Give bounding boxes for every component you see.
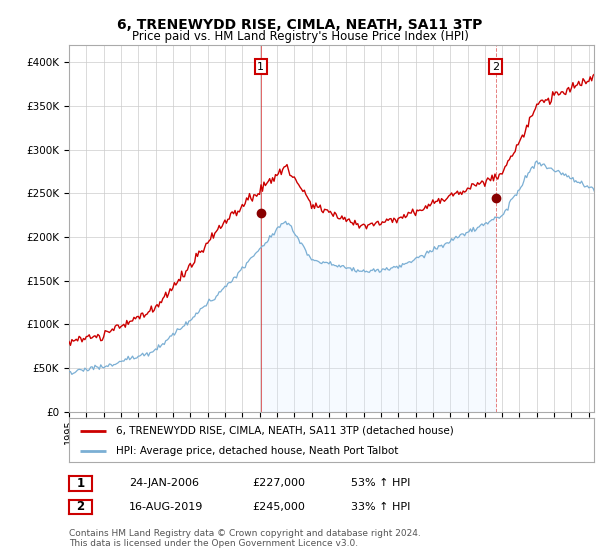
Text: 6, TRENEWYDD RISE, CIMLA, NEATH, SA11 3TP (detached house): 6, TRENEWYDD RISE, CIMLA, NEATH, SA11 3T… [116, 426, 454, 436]
Text: 2: 2 [492, 62, 499, 72]
Text: 33% ↑ HPI: 33% ↑ HPI [351, 502, 410, 512]
Text: 2: 2 [76, 500, 85, 514]
Text: 24-JAN-2006: 24-JAN-2006 [129, 478, 199, 488]
Text: HPI: Average price, detached house, Neath Port Talbot: HPI: Average price, detached house, Neat… [116, 446, 398, 456]
Text: 16-AUG-2019: 16-AUG-2019 [129, 502, 203, 512]
Text: 1: 1 [76, 477, 85, 490]
Text: 1: 1 [257, 62, 265, 72]
Text: Contains HM Land Registry data © Crown copyright and database right 2024.: Contains HM Land Registry data © Crown c… [69, 529, 421, 538]
Text: £245,000: £245,000 [252, 502, 305, 512]
Text: 53% ↑ HPI: 53% ↑ HPI [351, 478, 410, 488]
Text: This data is licensed under the Open Government Licence v3.0.: This data is licensed under the Open Gov… [69, 539, 358, 548]
Text: Price paid vs. HM Land Registry's House Price Index (HPI): Price paid vs. HM Land Registry's House … [131, 30, 469, 43]
Text: £227,000: £227,000 [252, 478, 305, 488]
Text: 6, TRENEWYDD RISE, CIMLA, NEATH, SA11 3TP: 6, TRENEWYDD RISE, CIMLA, NEATH, SA11 3T… [118, 18, 482, 32]
